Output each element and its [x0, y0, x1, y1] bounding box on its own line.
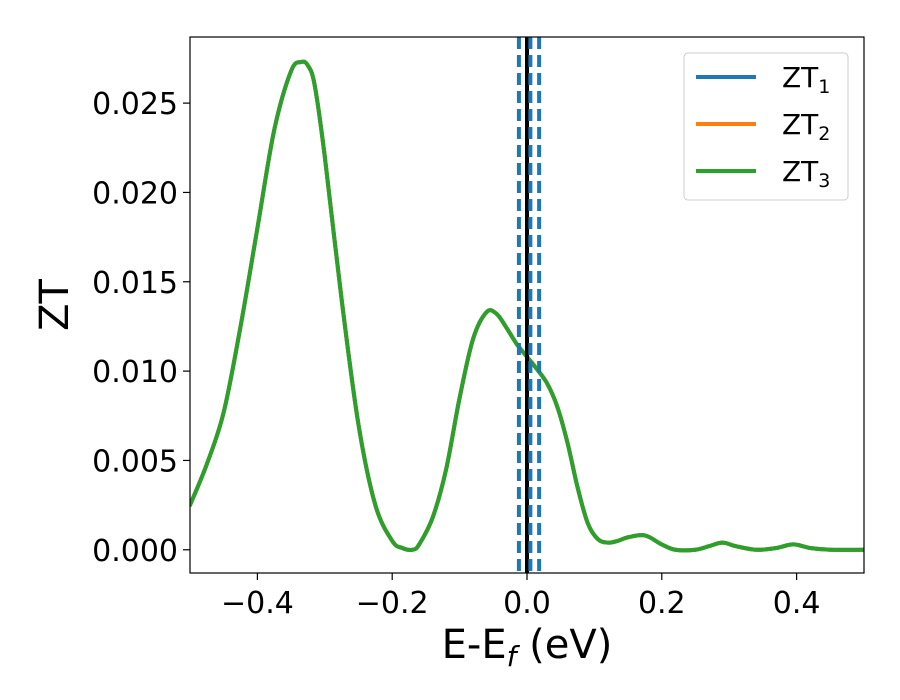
- y-tick-label: 0.020: [92, 176, 178, 211]
- y-axis-label: ZT: [32, 279, 78, 331]
- legend-item-zt2: ZT2: [696, 108, 830, 145]
- legend-item-zt1: ZT1: [696, 61, 830, 98]
- legend-item-zt3: ZT3: [696, 155, 830, 192]
- legend: ZT1 ZT2 ZT3: [683, 52, 849, 201]
- x-tick-label: 0.0: [503, 586, 551, 621]
- y-tick-label: 0.000: [92, 534, 178, 569]
- y-tick-label: 0.015: [92, 266, 178, 301]
- legend-label-zt3: ZT3: [782, 155, 830, 192]
- legend-label-zt1: ZT1: [782, 61, 830, 98]
- series-line-zt3: [190, 59, 864, 553]
- x-tick-label: −0.2: [356, 586, 429, 621]
- x-tick-label: 0.4: [773, 586, 821, 621]
- y-tick-label: 0.005: [92, 444, 178, 479]
- legend-box: [683, 52, 849, 201]
- y-ticks: 0.000 0.005 0.010 0.015 0.020 0.025: [92, 87, 190, 569]
- vertical-lines: [516, 37, 542, 573]
- x-ticks: −0.4 −0.2 0.0 0.2 0.4: [221, 573, 820, 621]
- y-tick-label: 0.010: [92, 355, 178, 390]
- x-tick-label: 0.2: [638, 586, 686, 621]
- plot-area: [190, 59, 864, 553]
- legend-label-zt2: ZT2: [782, 108, 830, 145]
- x-tick-label: −0.4: [221, 586, 294, 621]
- y-tick-label: 0.025: [92, 87, 178, 122]
- x-axis-label: E-Ef (eV): [442, 622, 613, 673]
